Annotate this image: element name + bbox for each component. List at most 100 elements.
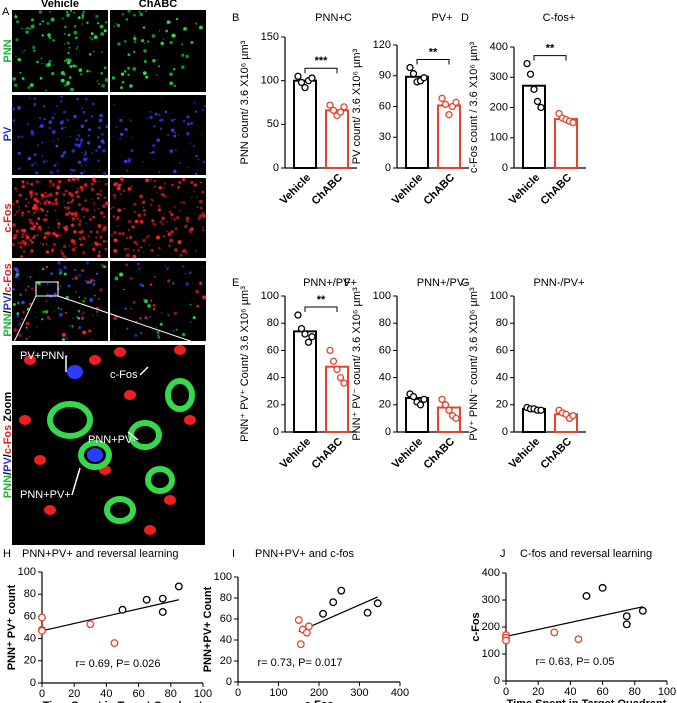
micrograph-dot bbox=[140, 203, 142, 205]
micrograph-dot bbox=[203, 161, 206, 164]
micrograph-dot bbox=[76, 194, 80, 199]
micrograph-dot bbox=[56, 169, 60, 173]
micrograph-dot bbox=[48, 318, 51, 321]
zoom-pnn bbox=[104, 496, 136, 524]
micrograph-dot bbox=[167, 314, 170, 317]
data-point bbox=[304, 622, 313, 631]
bar bbox=[405, 75, 429, 169]
micrograph-dot bbox=[181, 65, 185, 69]
micrograph-dot bbox=[142, 161, 144, 163]
micrograph-dot bbox=[84, 119, 88, 122]
micrograph-dot bbox=[80, 243, 84, 247]
micrograph-dot bbox=[18, 322, 22, 326]
micrograph-dot bbox=[160, 312, 163, 314]
micrograph-dot bbox=[96, 80, 99, 82]
micrograph-dot bbox=[92, 215, 96, 219]
micrograph-dot bbox=[15, 55, 17, 58]
micrograph-dot bbox=[14, 267, 19, 272]
micrograph-dot bbox=[82, 110, 86, 115]
micrograph-dot bbox=[21, 211, 25, 215]
y-tick-label: 40 bbox=[220, 634, 232, 646]
data-point bbox=[142, 595, 151, 604]
micrograph-dot bbox=[49, 170, 54, 175]
y-tick-label: 150 bbox=[261, 31, 279, 43]
micrograph-dot bbox=[41, 141, 44, 144]
micrograph-dot bbox=[82, 251, 86, 255]
micrograph-dot bbox=[181, 177, 186, 182]
micrograph-dot bbox=[93, 203, 96, 206]
y-tick-label: 300 bbox=[482, 594, 500, 606]
bar bbox=[554, 117, 578, 170]
micrograph-dot bbox=[64, 182, 66, 184]
micrograph-dot bbox=[91, 244, 94, 246]
row-label-part: PV bbox=[2, 295, 14, 310]
micrograph-dot bbox=[92, 282, 96, 286]
micrograph-dot bbox=[71, 220, 73, 222]
data-point bbox=[537, 103, 545, 112]
data-point bbox=[294, 311, 302, 319]
data-point bbox=[638, 606, 647, 615]
micrograph-dot bbox=[195, 196, 198, 198]
micrograph-dot bbox=[192, 282, 194, 284]
micrograph-dot bbox=[46, 21, 50, 25]
micrograph-dot bbox=[64, 311, 68, 315]
micrograph-dot bbox=[58, 312, 63, 317]
micrograph-dot bbox=[55, 191, 59, 195]
data-point bbox=[441, 100, 450, 109]
zoom-cfos bbox=[124, 390, 136, 400]
micrograph bbox=[110, 178, 206, 258]
micrograph-dot bbox=[63, 43, 66, 45]
micrograph-dot bbox=[181, 53, 185, 57]
bar bbox=[522, 84, 546, 169]
y-tick-label: 100 bbox=[18, 566, 36, 578]
micrograph-dot bbox=[173, 311, 177, 316]
micrograph-dot bbox=[183, 26, 187, 31]
micrograph-dot bbox=[104, 225, 107, 229]
micrograph-dot bbox=[77, 144, 81, 148]
micrograph-dot bbox=[46, 315, 50, 319]
zoom-label: PNN+PV+ bbox=[20, 489, 71, 501]
micrograph-dot bbox=[77, 222, 82, 227]
data-point bbox=[302, 628, 311, 637]
micrograph-dot bbox=[143, 213, 146, 216]
micrograph-dot bbox=[18, 58, 22, 62]
x-tick-label: Vehicle bbox=[390, 172, 425, 207]
micrograph-dot bbox=[56, 202, 58, 204]
micrograph-dot bbox=[91, 198, 94, 201]
micrograph-dot bbox=[176, 18, 179, 21]
micrograph-dot bbox=[131, 136, 133, 139]
micrograph-dot bbox=[45, 196, 48, 199]
micrograph-dot bbox=[113, 249, 118, 253]
micrograph-dot bbox=[69, 65, 73, 69]
data-point bbox=[416, 401, 425, 409]
micrograph-dot bbox=[104, 182, 108, 186]
x-tick-label: 0 bbox=[503, 686, 509, 698]
x-tick-label: ChABC bbox=[421, 436, 457, 472]
micrograph-dot bbox=[195, 154, 198, 158]
significance-bracket bbox=[304, 67, 338, 74]
x-tick-label: 60 bbox=[596, 686, 608, 698]
data-point bbox=[301, 330, 309, 338]
micrograph-dot bbox=[35, 171, 38, 175]
y-tick-label: 20 bbox=[220, 655, 232, 667]
micrograph-dot bbox=[157, 336, 161, 339]
micrograph-dot bbox=[173, 68, 176, 71]
micrograph-dot bbox=[63, 206, 67, 209]
micrograph-dot bbox=[41, 34, 45, 37]
micrograph-dot bbox=[154, 275, 156, 278]
micrograph-dot bbox=[53, 163, 57, 167]
micrograph-dot bbox=[49, 232, 52, 235]
micrograph-dot bbox=[122, 189, 126, 193]
micrograph-dot bbox=[202, 226, 204, 228]
micrograph-dot bbox=[71, 217, 76, 221]
micrograph-dot bbox=[126, 327, 129, 330]
data-point bbox=[550, 628, 559, 637]
annotation: r= 0.69, P= 0.026 bbox=[75, 658, 160, 670]
x-tick-label: ChABC bbox=[538, 172, 574, 208]
micrograph-dot bbox=[52, 139, 54, 142]
y-tick-label: 120 bbox=[373, 39, 391, 51]
micrograph-dot bbox=[75, 291, 77, 293]
row-label-part: PV bbox=[2, 457, 14, 472]
micrograph-dot bbox=[190, 40, 194, 45]
